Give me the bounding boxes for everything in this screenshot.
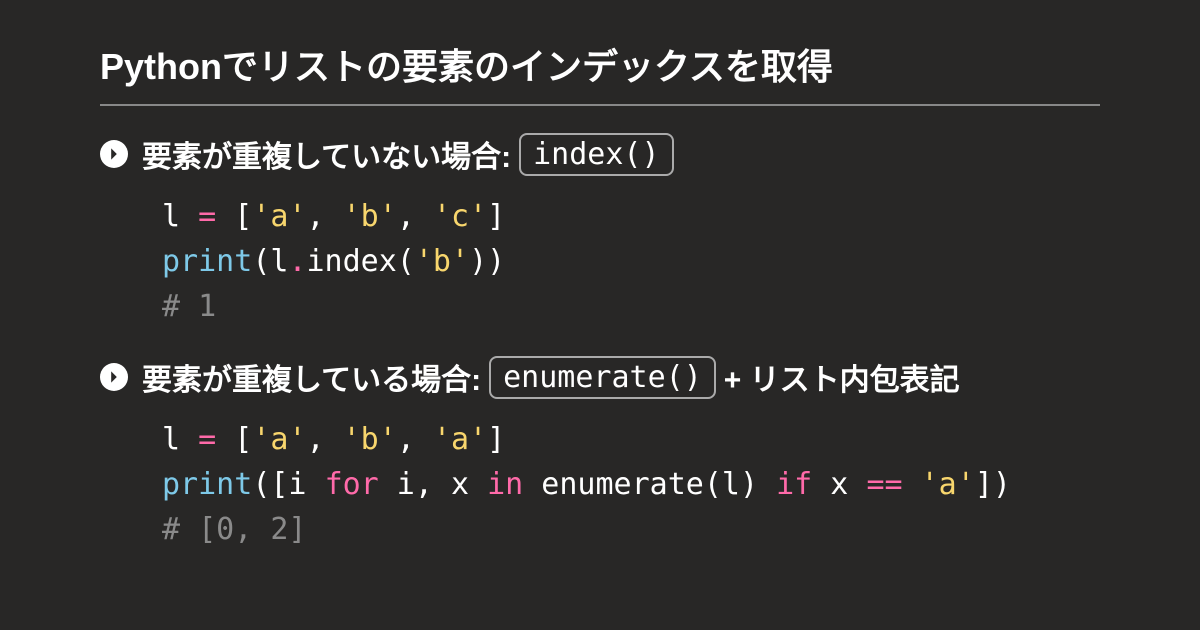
page-title: Pythonでリストの要素のインデックスを取得: [100, 38, 1100, 106]
code-token: 'a': [921, 467, 975, 502]
code-line: # 1: [162, 284, 1100, 329]
code-block: l = ['a', 'b', 'a']print([i for i, x in …: [162, 417, 1100, 552]
code-token: print: [162, 244, 252, 279]
code-line: l = ['a', 'b', 'c']: [162, 194, 1100, 239]
code-token: =: [198, 199, 216, 234]
code-token: 'a': [433, 422, 487, 457]
code-token: enumerate(l): [523, 467, 776, 502]
section-heading-text: + リスト内包表記: [724, 355, 960, 399]
chevron-circle-icon: [100, 140, 128, 168]
code-token: (l: [252, 244, 288, 279]
code-token: 'c': [433, 199, 487, 234]
section-heading-code: enumerate(): [489, 356, 716, 399]
code-token: 'a': [252, 199, 306, 234]
code-token: .: [288, 244, 306, 279]
code-line: # [0, 2]: [162, 507, 1100, 552]
code-line: print(l.index('b')): [162, 239, 1100, 284]
code-token: =: [198, 422, 216, 457]
section-heading-text: 要素が重複していない場合:: [142, 132, 511, 176]
code-token: ,: [397, 422, 433, 457]
code-token: ==: [866, 467, 902, 502]
code-token: print: [162, 467, 252, 502]
code-token: if: [776, 467, 812, 502]
code-line: print([i for i, x in enumerate(l) if x =…: [162, 462, 1100, 507]
code-token: ]): [975, 467, 1011, 502]
code-token: [: [216, 422, 252, 457]
code-token: index(: [307, 244, 415, 279]
code-token: l: [162, 199, 198, 234]
code-token: [: [216, 199, 252, 234]
code-token: ,: [397, 199, 433, 234]
code-line: l = ['a', 'b', 'a']: [162, 417, 1100, 462]
code-token: )): [469, 244, 505, 279]
code-token: # [0, 2]: [162, 512, 307, 547]
code-token: [903, 467, 921, 502]
code-token: ,: [307, 199, 343, 234]
code-token: x: [812, 467, 866, 502]
code-token: l: [162, 422, 198, 457]
code-token: ,: [307, 422, 343, 457]
code-token: i, x: [379, 467, 487, 502]
section-heading: 要素が重複している場合: enumerate() + リスト内包表記: [100, 355, 1100, 399]
section-heading: 要素が重複していない場合: index(): [100, 132, 1100, 176]
code-block: l = ['a', 'b', 'c']print(l.index('b'))# …: [162, 194, 1100, 329]
code-token: 'b': [415, 244, 469, 279]
code-token: in: [487, 467, 523, 502]
chevron-circle-icon: [100, 363, 128, 391]
code-token: ]: [487, 199, 505, 234]
code-token: 'a': [252, 422, 306, 457]
code-token: ]: [487, 422, 505, 457]
section-heading-text: 要素が重複している場合:: [142, 355, 481, 399]
code-token: ([i: [252, 467, 324, 502]
code-token: 'b': [343, 422, 397, 457]
section-heading-code: index(): [519, 133, 673, 176]
code-token: 'b': [343, 199, 397, 234]
code-token: for: [325, 467, 379, 502]
code-token: # 1: [162, 289, 216, 324]
